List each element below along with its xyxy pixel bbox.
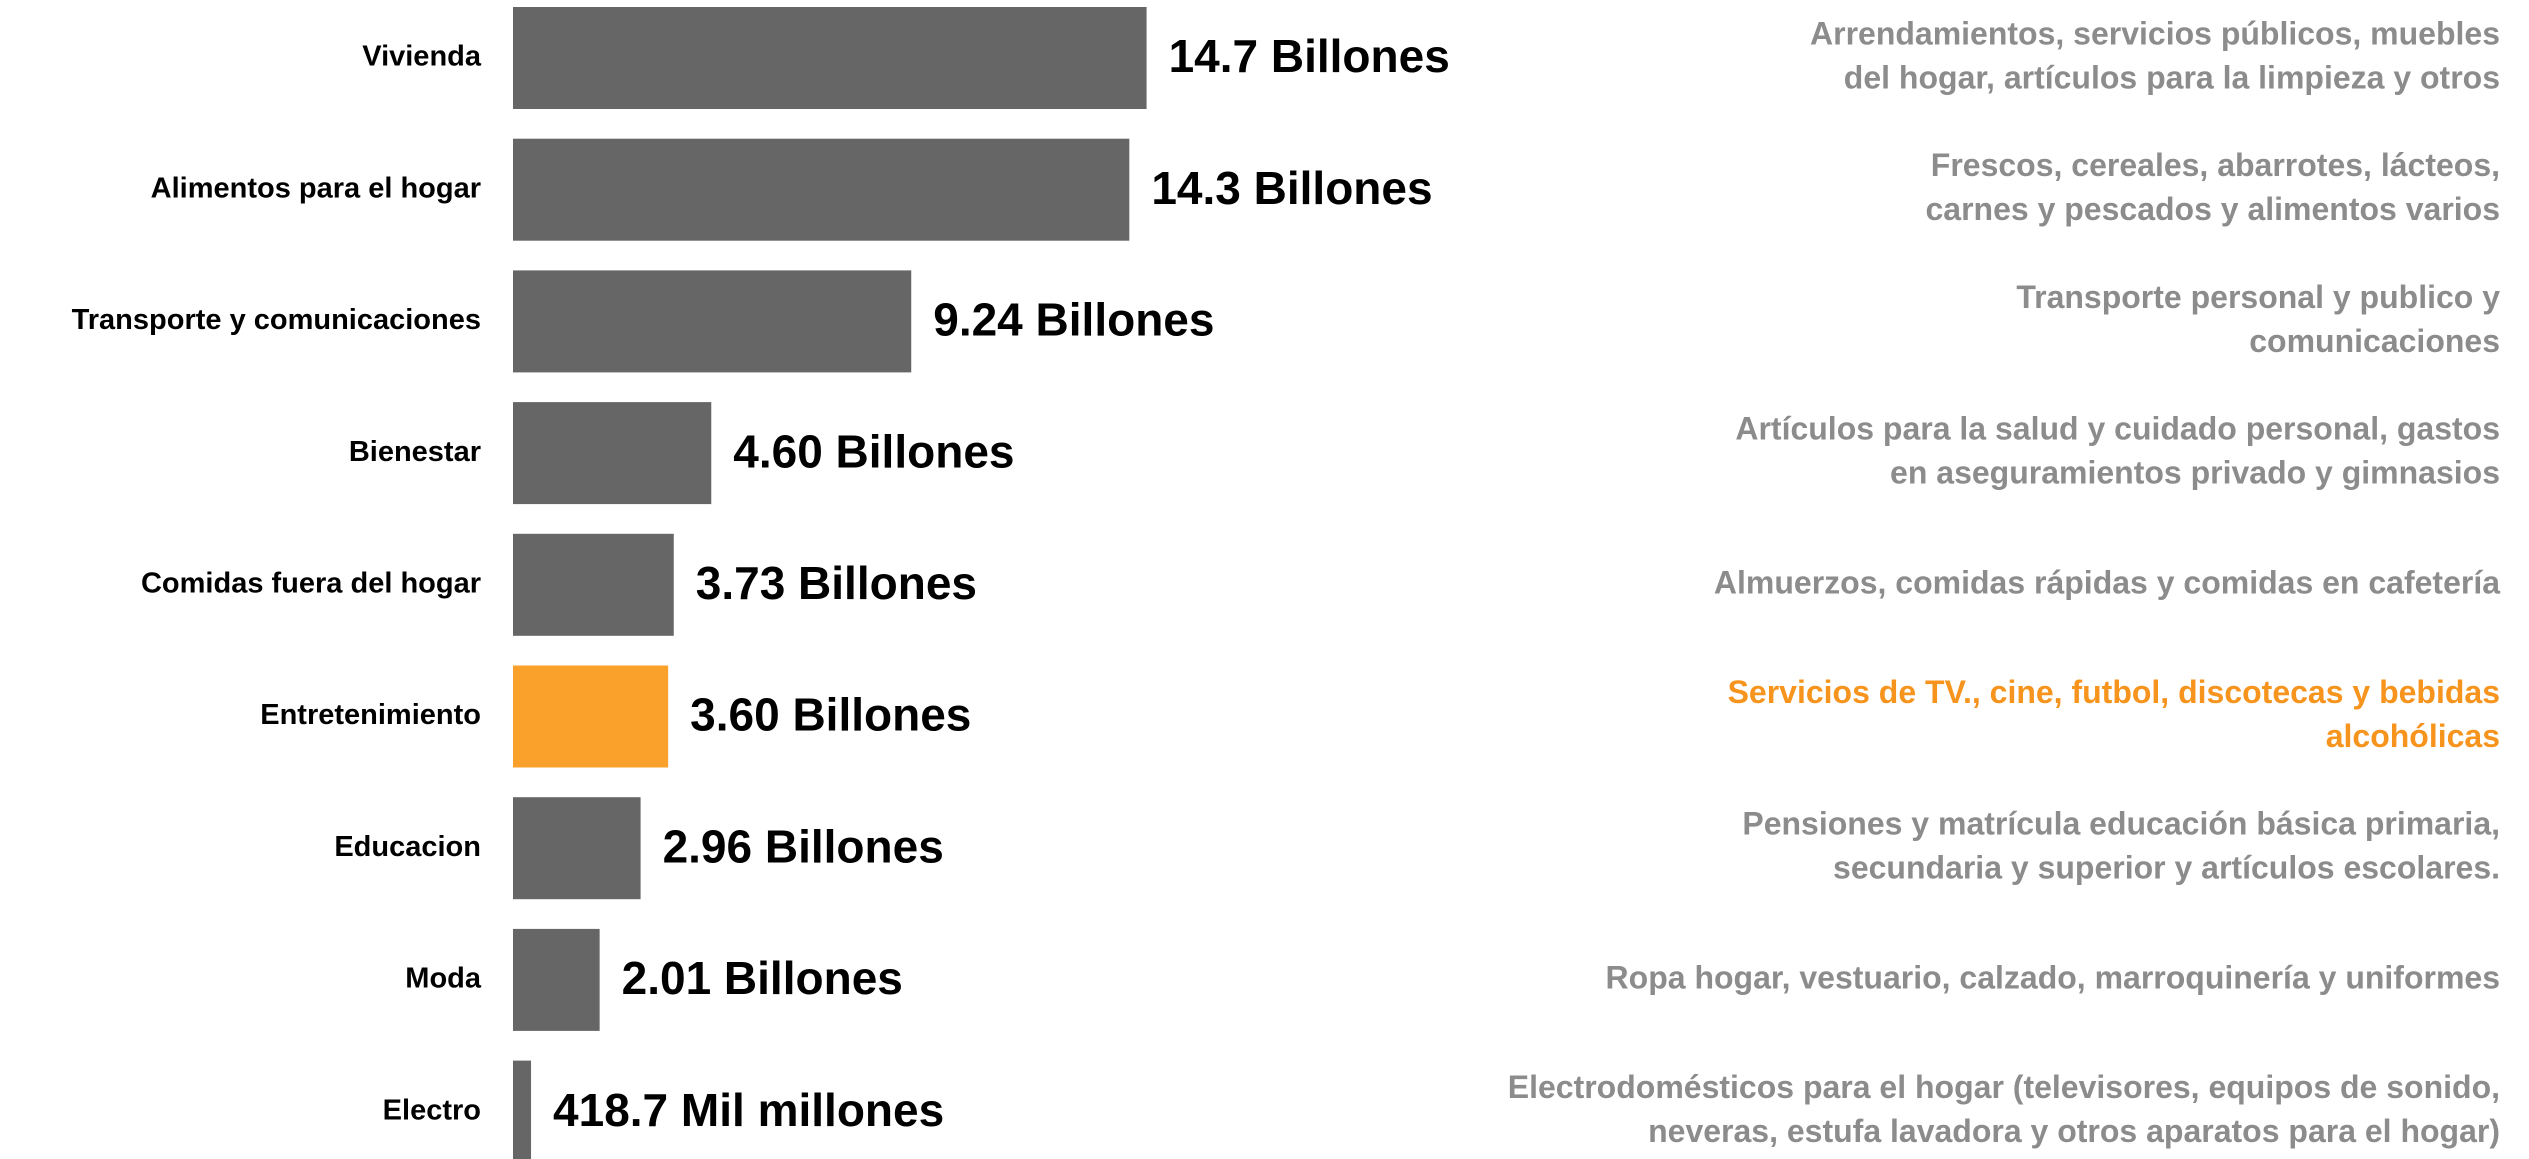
description: alcohólicas <box>2326 718 2500 754</box>
description: secundaria y superior y artículos escola… <box>1833 850 2500 886</box>
value-label: 3.60 Billones <box>690 689 971 741</box>
category-label: Vivienda <box>362 41 482 73</box>
description: Frescos, cereales, abarrotes, lácteos, <box>1931 147 2500 183</box>
value-label: 14.3 Billones <box>1151 162 1432 214</box>
bar <box>513 7 1147 109</box>
description: comunicaciones <box>2249 323 2500 359</box>
value-label: 2.96 Billones <box>663 820 944 872</box>
bar <box>513 402 712 505</box>
category-label: Comidas fuera del hogar <box>141 567 481 599</box>
description: del hogar, artículos para la limpieza y … <box>1844 59 2500 95</box>
description: neveras, estufa lavadora y otros aparato… <box>1648 1113 2500 1149</box>
bar <box>513 533 674 636</box>
description: en aseguramientos privado y gimnasios <box>1890 455 2500 491</box>
category-label: Electro <box>383 1094 481 1126</box>
bar <box>513 797 641 900</box>
value-label: 2.01 Billones <box>622 952 903 1004</box>
bar <box>513 138 1130 241</box>
description: carnes y pescados y alimentos varios <box>1925 191 2500 227</box>
value-label: 418.7 Mil millones <box>553 1084 944 1136</box>
category-label: Alimentos para el hogar <box>151 172 481 204</box>
bar <box>513 928 600 1031</box>
description: Electrodomésticos para el hogar (televis… <box>1508 1069 2500 1105</box>
description: Arrendamientos, servicios públicos, mueb… <box>1810 15 2500 51</box>
category-label: Bienestar <box>349 436 481 468</box>
category-label: Educacion <box>334 831 481 863</box>
bar <box>513 270 912 373</box>
value-label: 9.24 Billones <box>933 294 1214 346</box>
description: Servicios de TV., cine, futbol, discotec… <box>1728 674 2500 710</box>
description: Transporte personal y publico y <box>2016 279 2500 315</box>
bar <box>513 1060 532 1159</box>
value-label: 4.60 Billones <box>733 425 1014 477</box>
bar <box>513 665 669 768</box>
category-label: Transporte y comunicaciones <box>72 304 481 336</box>
description: Ropa hogar, vestuario, calzado, marroqui… <box>1606 959 2500 995</box>
category-label: Entretenimiento <box>260 699 481 731</box>
description: Artículos para la salud y cuidado person… <box>1735 411 2500 447</box>
value-label: 14.7 Billones <box>1169 30 1450 82</box>
value-label: 3.73 Billones <box>696 557 977 609</box>
category-label: Moda <box>405 963 482 995</box>
description: Pensiones y matrícula educación básica p… <box>1742 806 2500 842</box>
description: Almuerzos, comidas rápidas y comidas en … <box>1714 564 2500 600</box>
